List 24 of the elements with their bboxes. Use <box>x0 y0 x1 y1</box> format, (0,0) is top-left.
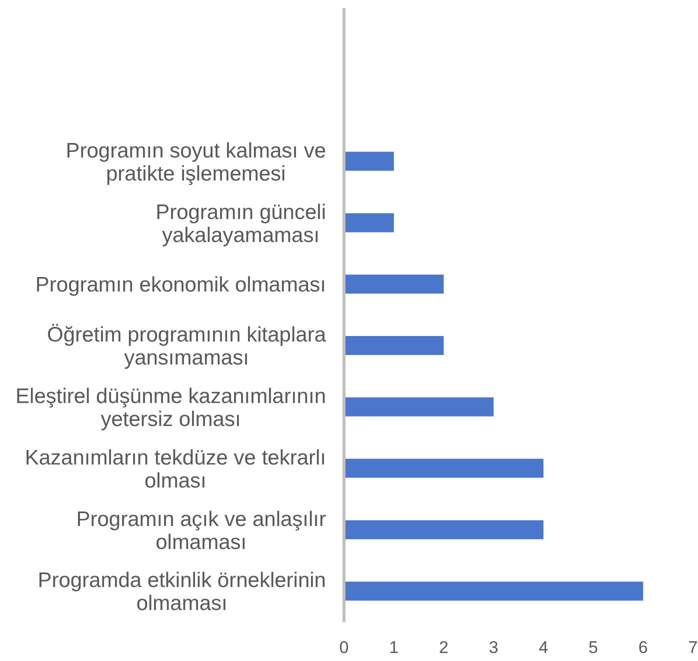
y-tick-label: Öğretim programının kitaplara yansımaması <box>47 324 326 370</box>
y-tick-label: Programda etkinlik örneklerinin olmaması <box>38 569 326 616</box>
x-tick-label: 3 <box>488 638 498 658</box>
bar <box>344 152 394 171</box>
y-tick-label: Eleştirel düşünme kazanımlarının yetersiz olması <box>16 384 326 431</box>
y-tick-label: Kazanımların tekdüze ve tekrarlı olması <box>24 446 326 492</box>
x-tick-label: 7 <box>688 638 698 658</box>
y-tick-label: Programın açık ve anlaşılır olmaması <box>76 508 326 554</box>
bar <box>344 520 544 540</box>
bar <box>344 582 644 601</box>
y-tick-label: Programın soyut kalması ve pratikte işlememesi <box>66 139 326 186</box>
x-tick-label: 4 <box>538 638 548 658</box>
y-tick-label: Programın günceli yakalayamaması <box>156 200 326 247</box>
bar <box>344 397 494 416</box>
x-tick-label: 5 <box>588 638 598 658</box>
x-tick-label: 1 <box>389 638 399 658</box>
x-tick-label: 2 <box>438 638 448 658</box>
bar <box>344 458 544 478</box>
bar <box>344 274 444 294</box>
x-tick-label: 6 <box>638 638 648 658</box>
y-tick-label: Programın ekonomik olmaması <box>35 274 326 297</box>
x-tick-label: 0 <box>339 638 349 658</box>
bar <box>344 213 394 232</box>
bar <box>344 336 444 355</box>
